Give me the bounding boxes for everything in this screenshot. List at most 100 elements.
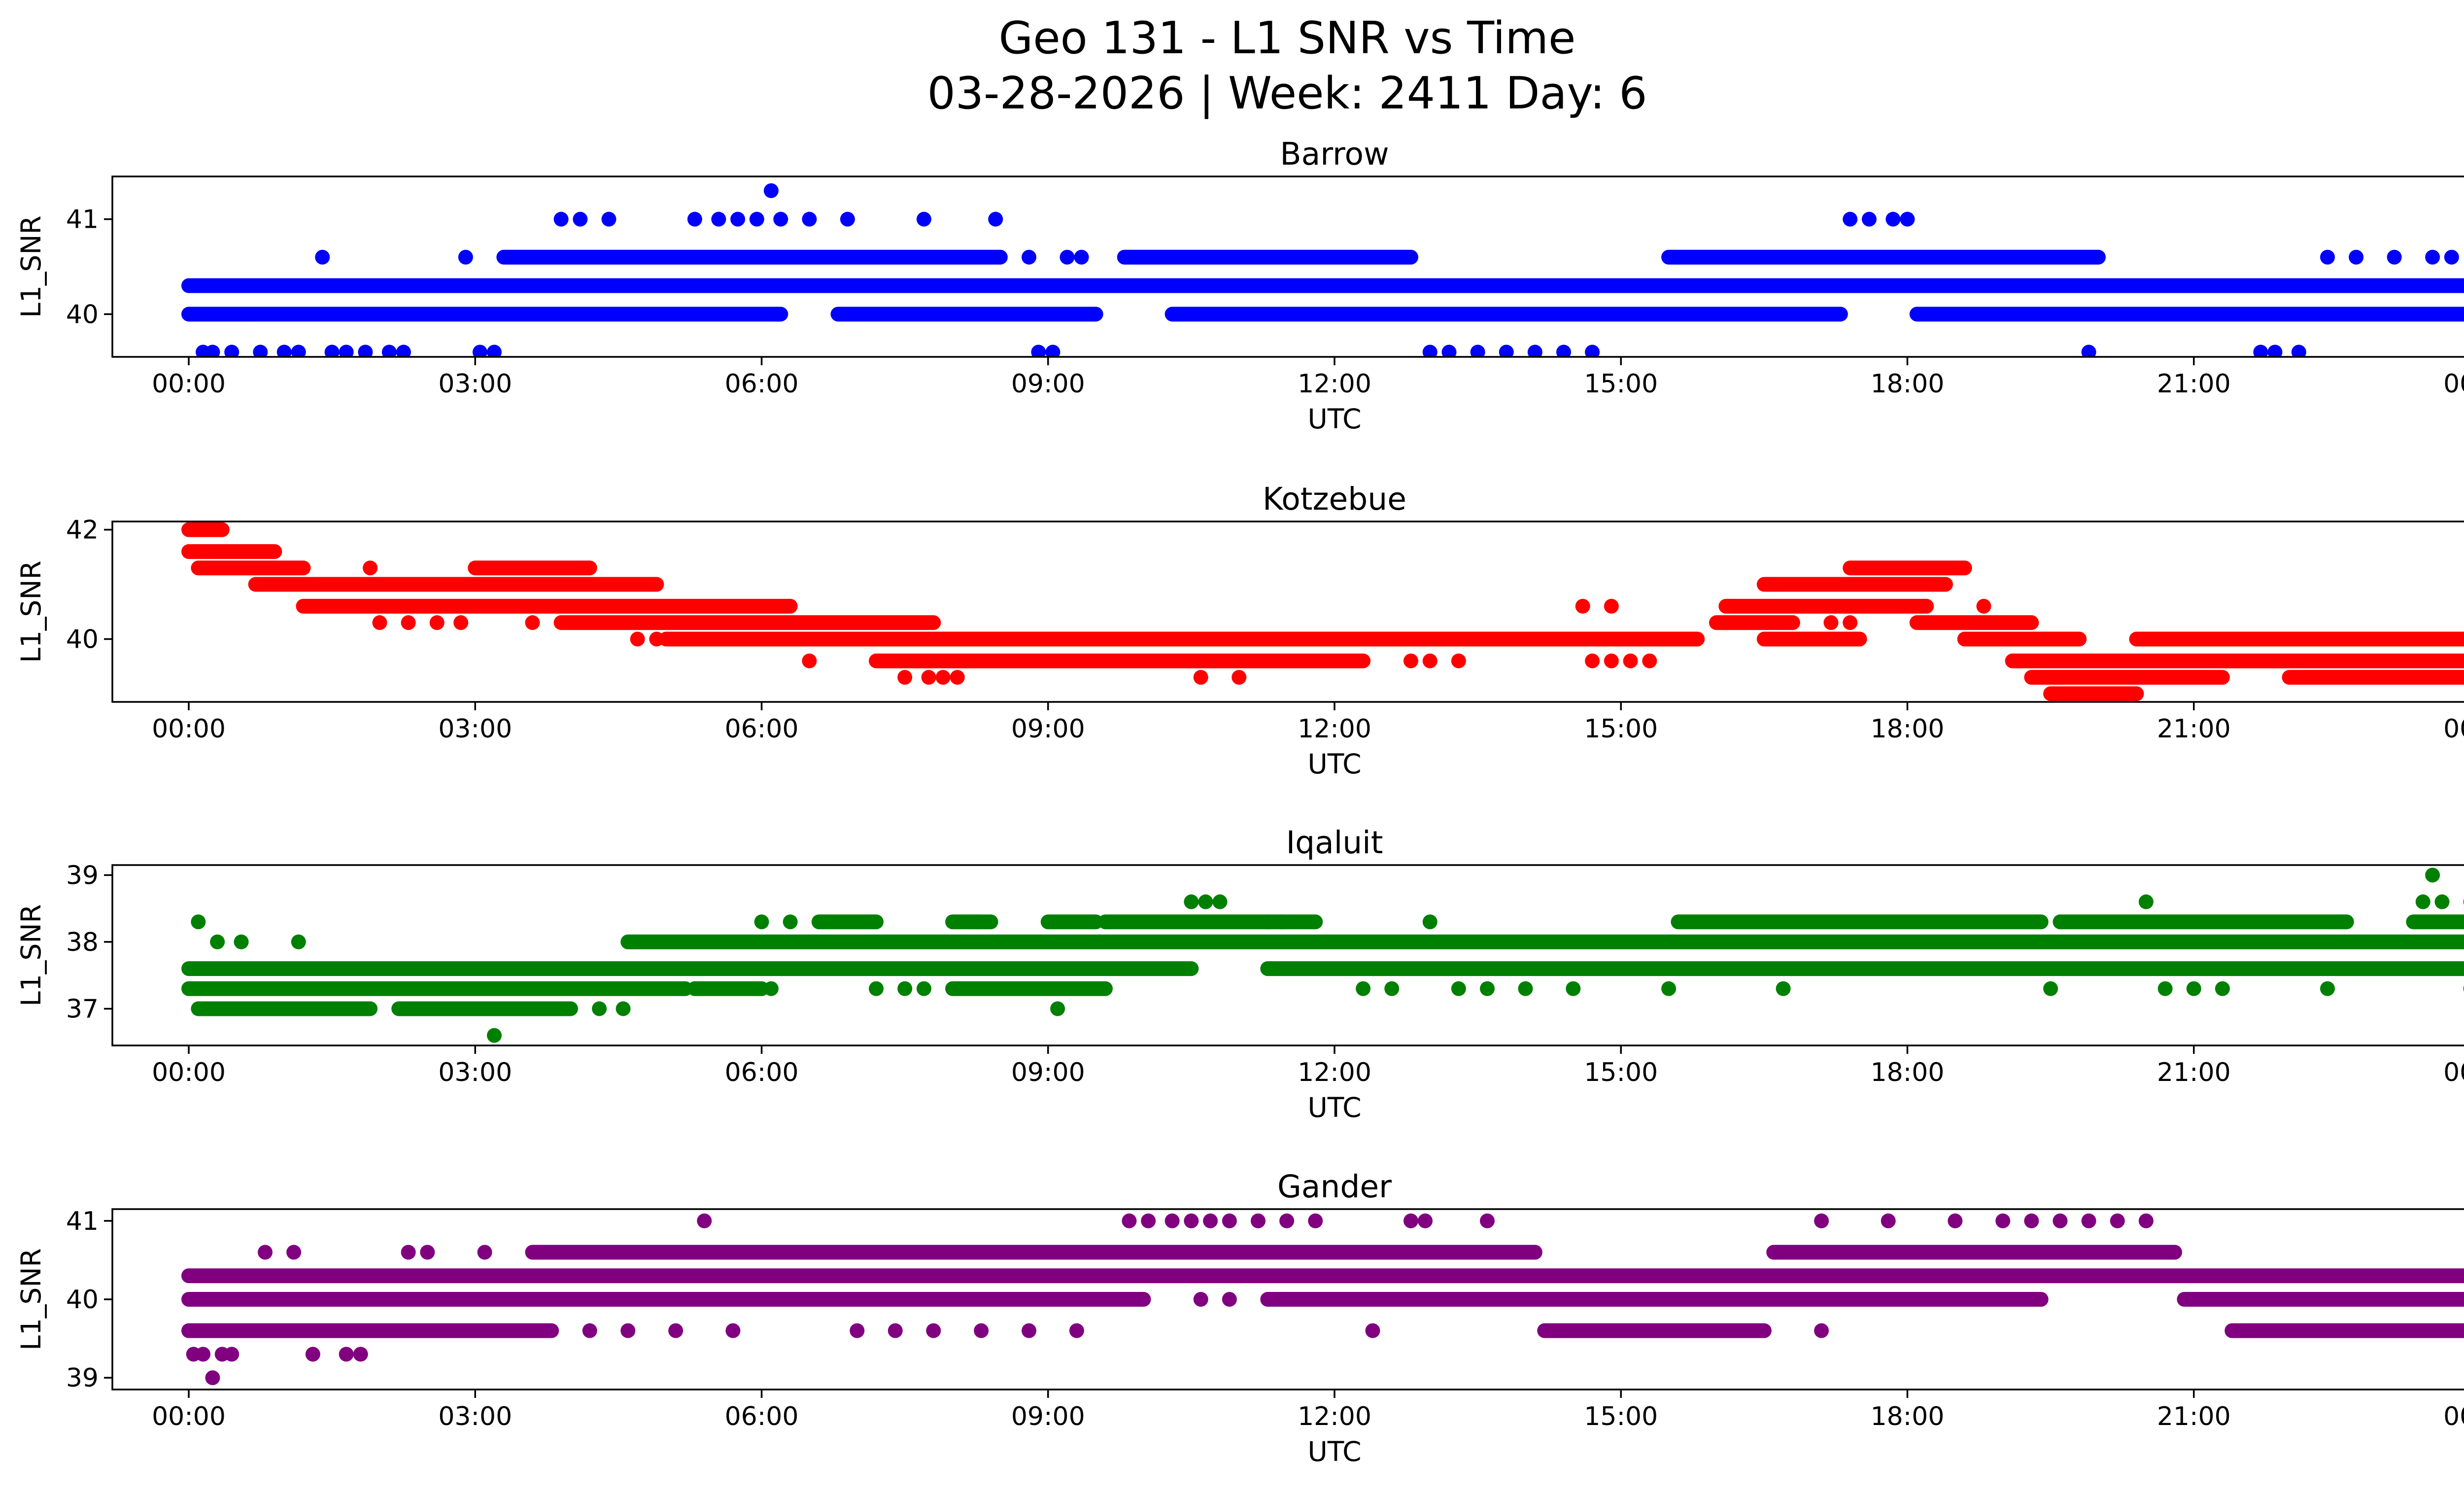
barrow-point (1045, 345, 1061, 357)
gander-point (224, 1347, 240, 1362)
gander-xlabel: UTC (1307, 1436, 1361, 1467)
barrow-point (2320, 249, 2335, 265)
panel-gander: Gander 00:00 03:00 06:00 09:00 12:00 15:00 18:0… (15, 1169, 2464, 1467)
iqaluit-xtick-label: 21:00 (2157, 1058, 2231, 1087)
iqaluit-point (2425, 868, 2440, 883)
gander-point (477, 1245, 492, 1260)
iqaluit-point (191, 914, 206, 930)
barrow-xtick-label: 06:00 (725, 369, 799, 399)
barrow-point (802, 211, 817, 227)
barrow-xtick-label: 12:00 (1298, 369, 1371, 399)
iqaluit-ytick-label: 37 (66, 994, 99, 1024)
gander-data-marks (181, 1213, 2464, 1386)
barrow-point (339, 345, 354, 357)
iqaluit-point (616, 1001, 631, 1016)
iqaluit-point (2415, 894, 2430, 909)
iqaluit-point (1356, 981, 1371, 996)
kotzebue-point (897, 670, 913, 685)
barrow-point (1031, 345, 1046, 357)
iqaluit-ylabel: L1_SNR (15, 904, 47, 1006)
iqaluit-xtick-label: 09:00 (1011, 1058, 1085, 1087)
kotzebue-ytick-label: 42 (66, 516, 99, 545)
iqaluit-point (1198, 894, 1213, 909)
kotzebue-xtick-label: 12:00 (1298, 714, 1371, 744)
kotzebue-point (1232, 670, 1247, 685)
gander-point (258, 1245, 273, 1260)
kotzebue-point (950, 670, 965, 685)
gander-xtick-label: 15:00 (1584, 1402, 1658, 1431)
barrow-ylabel: L1_SNR (15, 215, 47, 317)
iqaluit-title: Iqaluit (1286, 825, 1383, 861)
gander-ylabel: L1_SNR (15, 1248, 47, 1350)
gander-point (1308, 1213, 1323, 1228)
gander-point (697, 1213, 712, 1228)
iqaluit-point (2186, 981, 2201, 996)
kotzebue-point (1976, 598, 1991, 614)
gander-point (1141, 1213, 1156, 1228)
iqaluit-point (916, 981, 931, 996)
kotzebue-point (802, 653, 817, 668)
kotzebue-point (1642, 653, 1657, 668)
iqaluit-point (763, 981, 779, 996)
kotzebue-point (935, 670, 951, 685)
gander-point (353, 1347, 368, 1362)
barrow-point (730, 211, 746, 227)
kotzebue-point (1585, 653, 1600, 668)
barrow-point (2349, 249, 2364, 265)
panel-iqaluit: Iqaluit 00:00 03:00 06:00 09:00 12:00 15:00 18:… (15, 825, 2464, 1123)
barrow-point (1499, 345, 1514, 357)
kotzebue-point (2454, 631, 2464, 647)
barrow-point (224, 345, 240, 357)
kotzebue-point (453, 615, 469, 630)
gander-point (668, 1323, 684, 1338)
barrow-xtick-label: 00:00 (152, 369, 226, 399)
iqaluit-point (1661, 981, 1677, 996)
kotzebue-point (611, 577, 626, 592)
gander-point (1995, 1213, 2011, 1228)
panel-kotzebue: Kotzebue 00:00 03:00 06:00 09:00 12:00 15:00 18… (15, 481, 2464, 780)
barrow-ytick-label: 41 (66, 205, 99, 235)
gander-point (620, 1323, 636, 1338)
iqaluit-point (1776, 981, 1791, 996)
gander-xtick-label: 12:00 (1298, 1402, 1371, 1431)
gander-point (196, 1347, 211, 1362)
kotzebue-xtick-label: 03:00 (438, 714, 512, 744)
barrow-point (1585, 345, 1600, 357)
iqaluit-point (1518, 981, 1533, 996)
gander-point (205, 1370, 220, 1386)
iqaluit-point (1451, 981, 1466, 996)
iqaluit-point (291, 934, 306, 949)
iqaluit-point (897, 981, 913, 996)
barrow-xtick-label: 09:00 (1011, 369, 1085, 399)
barrow-point (291, 345, 306, 357)
gander-point (1069, 1323, 1084, 1338)
gander-point (1279, 1292, 1295, 1307)
barrow-xtick-label: 21:00 (2157, 369, 2231, 399)
iqaluit-point (1050, 1001, 1065, 1016)
iqaluit-point (210, 934, 225, 949)
figure-title-line1: Geo 131 - L1 SNR vs Time (999, 12, 1576, 64)
gander-point (420, 1245, 435, 1260)
kotzebue-point (2253, 653, 2268, 668)
barrow-point (2081, 345, 2096, 357)
gander-point (1164, 1213, 1180, 1228)
barrow-point (1843, 211, 1858, 227)
iqaluit-xtick-label: 15:00 (1584, 1058, 1658, 1087)
kotzebue-point (1451, 653, 1466, 668)
iqaluit-point (2157, 981, 2173, 996)
gander-ytick-label: 40 (66, 1285, 99, 1315)
iqaluit-xtick-label: 12:00 (1298, 1058, 1371, 1087)
gander-point (305, 1347, 320, 1362)
barrow-axes-frame (111, 175, 2464, 358)
kotzebue-point (1422, 653, 1437, 668)
gander-title: Gander (1277, 1169, 1392, 1205)
gander-xtick-label: 18:00 (1871, 1402, 1945, 1431)
gander-point (2081, 1213, 2096, 1228)
gander-xtick-label: 21:00 (2157, 1402, 2231, 1431)
kotzebue-ytick-label: 40 (66, 625, 99, 654)
gander-point (339, 1347, 354, 1362)
barrow-data-marks (181, 183, 2464, 357)
kotzebue-point (363, 560, 378, 576)
iqaluit-axes-frame (111, 864, 2464, 1046)
